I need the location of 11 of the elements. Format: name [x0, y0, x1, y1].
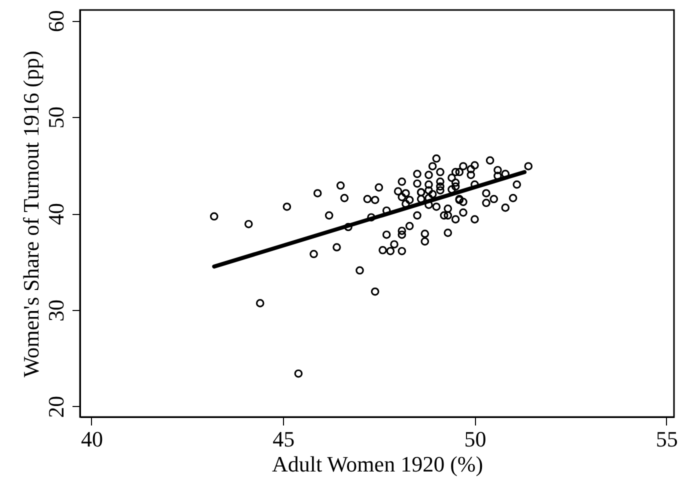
x-tick-label: 55 — [656, 426, 678, 452]
x-tick-label: 45 — [272, 426, 295, 452]
x-axis-title: Adult Women 1920 (%) — [272, 452, 484, 476]
y-tick-label: 40 — [44, 203, 68, 225]
x-tick-label: 50 — [464, 426, 486, 452]
x-tick-label: 40 — [80, 426, 103, 452]
y-tick-label: 50 — [44, 106, 68, 129]
y-axis-title: Women's Share of Turnout 1916 (pp) — [18, 50, 44, 378]
y-tick-label: 20 — [44, 396, 68, 418]
y-tick-label: 30 — [44, 299, 68, 322]
y-tick-label: 60 — [44, 10, 68, 32]
